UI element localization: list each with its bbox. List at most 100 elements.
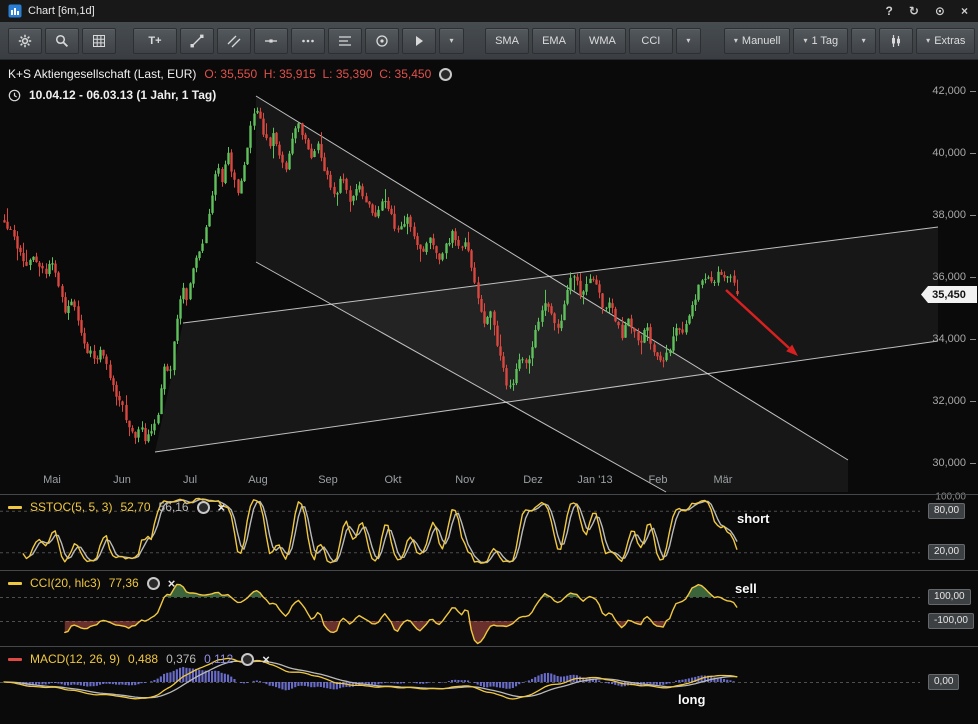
help-button[interactable]: ? [885,4,893,18]
titlebar[interactable]: Chart [6m,1d] ? ↻ ⊙ × [0,0,978,23]
fibonacci-tool-button[interactable] [328,27,362,54]
hline-tool-button[interactable] [254,27,288,54]
sstoc-annotation[interactable]: short [737,511,770,526]
app-icon [8,4,22,18]
indicator-ema-button[interactable]: EMA [532,27,576,54]
clock-icon [8,89,21,101]
trendline-tool-button[interactable] [180,27,214,54]
toolbar-group-main [8,27,119,54]
chart-object-dropdown[interactable]: ▾ [851,27,877,54]
macd-settings-button[interactable] [241,652,255,666]
price-axis-label: 30,000 [932,457,966,469]
indicator-axis-badge: 20,00 [928,544,966,561]
forecast-arrow[interactable] [725,289,798,356]
price-axis-tick [970,91,976,92]
close-button[interactable]: × [960,4,968,18]
cci-plot [64,583,738,645]
toolbar-group-drawing: T+ ▾ [133,27,467,54]
trendline-icon [190,34,204,47]
time-axis-label: Aug [248,474,268,486]
price-axis-label: 40,000 [932,147,966,159]
layout-button[interactable] [82,27,116,54]
price-axis-label: 38,000 [932,209,966,221]
caret-down-icon: ▾ [926,35,931,45]
candle-style-button[interactable] [879,27,914,54]
macd-close-button[interactable]: × [262,651,270,667]
options-button[interactable]: ⊙ [934,4,945,18]
time-axis-label: Jul [182,474,198,486]
cci-close-button[interactable]: × [167,575,176,591]
sstoc-settings-button[interactable] [196,500,210,514]
pointer-icon [416,35,423,46]
sstoc-legend: SSTOC(5, 5, 3) 52,70 56,16 × [8,500,225,514]
caret-down-icon: ▾ [449,35,454,45]
sstoc-close-button[interactable]: × [217,499,226,515]
price-axis-tick [970,401,976,402]
cci-label: CCI(20, hlc3) [30,576,101,590]
trend-channels[interactable] [154,95,939,493]
time-axis-label: Jan '13 [577,474,613,486]
interval-dropdown[interactable]: ▾ 1 Tag [793,27,849,54]
mode-dropdown[interactable]: ▾ Manuell [723,27,791,54]
time-axis-label: Nov [455,474,475,486]
fibonacci-icon [339,35,351,46]
magnifier-icon [55,34,69,47]
channel-tool-button[interactable] [217,27,251,54]
price-axis-tick [970,215,976,216]
gear-icon [18,34,32,47]
caret-down-icon: ▾ [803,35,808,45]
drawing-dropdown[interactable]: ▾ [439,27,464,54]
instrument-name: K+S Aktiengesellschaft (Last, EUR) [8,67,197,81]
last-price-badge: 35,450 [921,286,977,303]
candle-style-icon [892,34,901,47]
indicator-wma-button[interactable]: WMA [579,27,626,54]
caret-down-icon: ▾ [861,35,866,45]
price-axis-tick [970,153,976,154]
time-axis-label: Mai [43,474,61,486]
extras-dropdown[interactable]: ▾ Extras [916,27,976,54]
price-axis-label: 36,000 [932,271,966,283]
more-tools-button[interactable] [291,27,325,54]
panel-divider [0,570,978,571]
cci-settings-button[interactable] [146,576,160,590]
indicator-dropdown[interactable]: ▾ [675,27,701,54]
indicator-axis-badge: 100,00 [928,589,971,605]
macd-annotation[interactable]: long [678,692,706,707]
instrument-settings-button[interactable] [439,67,453,81]
time-axis-label: Sep [318,474,338,486]
cci-legend: CCI(20, hlc3) 77,36 × [8,576,175,590]
price-axis-label: 32,000 [932,395,966,407]
search-button[interactable] [45,27,79,54]
target-icon [376,34,388,47]
text-tool-button[interactable]: T+ [133,27,177,54]
indicator-cci-button[interactable]: CCI [628,27,673,54]
refresh-button[interactable]: ↻ [908,4,919,18]
macd-label: MACD(12, 26, 9) [30,652,121,666]
time-axis-label: Jun [113,474,131,486]
sstoc-value-k: 52,70 [120,500,151,514]
macd-value: 0,488 [128,652,159,666]
caret-down-icon: ▾ [733,35,738,45]
price-axis-tick [970,463,976,464]
ellipsis-icon [302,39,314,42]
indicator-axis-badge: 80,00 [928,502,966,519]
indicator-sma-button[interactable]: SMA [485,27,529,54]
date-range: 10.04.12 - 06.03.13 (1 Jahr, 1 Tag) [29,88,217,102]
instrument-legend: K+S Aktiengesellschaft (Last, EUR) O: 35… [8,67,453,81]
sstoc-color-dash [8,505,22,509]
price-axis-label: 34,000 [932,333,966,345]
cci-color-dash [8,581,22,585]
macd-color-dash [8,657,22,661]
toolbar-group-indicators: SMA EMA WMA CCI ▾ [485,27,704,54]
window-title: Chart [6m,1d] [28,5,95,17]
cci-annotation[interactable]: sell [735,581,757,596]
target-tool-button[interactable] [365,27,399,54]
macd-plot [3,657,738,700]
panel-divider [0,494,978,495]
settings-button[interactable] [8,27,42,54]
pointer-tool-button[interactable] [402,27,436,54]
